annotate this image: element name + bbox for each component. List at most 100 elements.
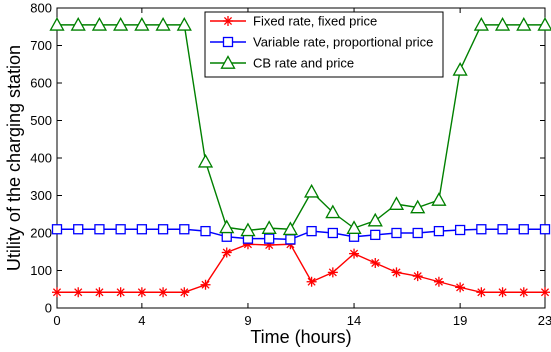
- triangle-marker: [261, 220, 277, 234]
- y-tick-label: 600: [30, 76, 52, 91]
- asterisk-marker: [456, 283, 465, 292]
- y-tick-label: 800: [30, 1, 52, 16]
- y-tick-label: 500: [30, 113, 52, 128]
- asterisk-marker: [519, 288, 528, 297]
- x-tick-label: 4: [138, 313, 145, 328]
- asterisk-marker: [392, 268, 401, 277]
- triangle-marker: [388, 196, 405, 210]
- y-tick-label: 100: [30, 263, 52, 278]
- triangle-marker: [197, 153, 214, 168]
- asterisk-marker: [349, 249, 359, 258]
- asterisk-marker: [159, 288, 168, 297]
- x-tick-label: 9: [244, 313, 251, 328]
- triangle-marker: [304, 183, 320, 198]
- square-marker: [433, 225, 445, 237]
- y-axis: 0 100 200 300 400 500 600 700 800: [30, 1, 545, 316]
- triangle-marker: [473, 17, 489, 31]
- square-marker: [327, 227, 338, 239]
- triangle-marker: [452, 62, 468, 76]
- legend-label: CB rate and price: [253, 56, 354, 71]
- asterisk-marker: [137, 288, 146, 297]
- square-marker: [73, 224, 84, 235]
- legend-item: Variable rate, proportional price: [210, 35, 433, 50]
- triangle-marker: [410, 199, 426, 214]
- square-marker: [285, 234, 296, 245]
- triangle-marker: [282, 221, 298, 236]
- square-marker: [391, 227, 402, 239]
- x-tick-label: 0: [53, 313, 60, 328]
- x-axis: 0 4 9 14 19 23: [53, 8, 551, 328]
- square-marker: [222, 36, 234, 48]
- asterisk-marker: [74, 288, 83, 297]
- asterisk-marker: [371, 258, 380, 268]
- square-marker: [412, 227, 423, 239]
- asterisk-marker: [223, 16, 233, 26]
- asterisk-marker: [180, 288, 189, 297]
- asterisk-marker: [413, 272, 422, 281]
- triangle-marker: [240, 222, 256, 237]
- x-tick-label: 19: [453, 313, 467, 328]
- asterisk-marker: [222, 248, 231, 257]
- asterisk-marker: [434, 277, 443, 286]
- triangle-marker: [431, 192, 447, 206]
- square-marker: [264, 233, 275, 244]
- legend-item: CB rate and price: [210, 55, 354, 71]
- square-marker: [454, 224, 466, 236]
- series-1: [52, 239, 550, 298]
- y-tick-label: 700: [30, 38, 52, 53]
- square-marker: [518, 224, 529, 235]
- triangle-marker: [113, 17, 129, 31]
- square-marker: [136, 224, 148, 235]
- series-layer: [49, 17, 551, 298]
- legend: Fixed rate, fixed price Variable rate, pr…: [204, 11, 444, 78]
- square-marker: [179, 224, 190, 235]
- legend-box: [204, 11, 444, 78]
- square-marker: [476, 224, 487, 235]
- triangle-marker: [155, 17, 171, 31]
- y-tick-label: 200: [30, 226, 52, 241]
- series-3: [49, 17, 551, 237]
- asterisk-marker: [328, 268, 337, 277]
- triangle-marker: [346, 220, 362, 234]
- y-tick-label: 400: [30, 151, 52, 166]
- square-marker: [539, 224, 551, 235]
- y-tick-label: 0: [45, 301, 52, 316]
- triangle-marker: [537, 17, 551, 31]
- legend-label: Variable rate, proportional price: [253, 35, 433, 50]
- asterisk-marker: [307, 277, 316, 286]
- x-tick-label: 14: [347, 313, 361, 328]
- triangle-marker: [134, 17, 150, 31]
- triangle-marker: [325, 204, 341, 219]
- square-marker: [497, 224, 508, 235]
- square-marker: [306, 225, 317, 237]
- square-marker: [157, 224, 169, 235]
- triangle-marker: [367, 212, 383, 227]
- triangle-marker: [49, 17, 65, 31]
- asterisk-marker: [201, 280, 210, 289]
- square-marker: [94, 224, 105, 235]
- square-marker: [51, 224, 63, 235]
- y-axis-title: Utility of the charging station: [4, 45, 24, 271]
- asterisk-marker: [116, 288, 125, 297]
- x-tick-label: 23: [538, 313, 551, 328]
- legend-item: Fixed rate, fixed price: [210, 14, 377, 29]
- asterisk-marker: [498, 288, 507, 297]
- triangle-marker: [516, 17, 532, 31]
- square-marker: [200, 225, 211, 237]
- triangle-marker: [494, 17, 511, 31]
- triangle-marker: [220, 55, 236, 69]
- triangle-marker: [70, 17, 86, 31]
- x-axis-title: Time (hours): [250, 327, 351, 347]
- triangle-marker: [176, 17, 192, 31]
- y-tick-label: 300: [30, 188, 52, 203]
- asterisk-marker: [477, 288, 486, 297]
- asterisk-marker: [52, 288, 62, 297]
- square-marker: [370, 229, 381, 241]
- square-marker: [221, 231, 232, 242]
- asterisk-marker: [540, 288, 550, 297]
- series-2: [51, 224, 551, 245]
- square-marker: [115, 224, 126, 235]
- triangle-marker: [91, 17, 108, 31]
- triangle-marker: [219, 219, 235, 234]
